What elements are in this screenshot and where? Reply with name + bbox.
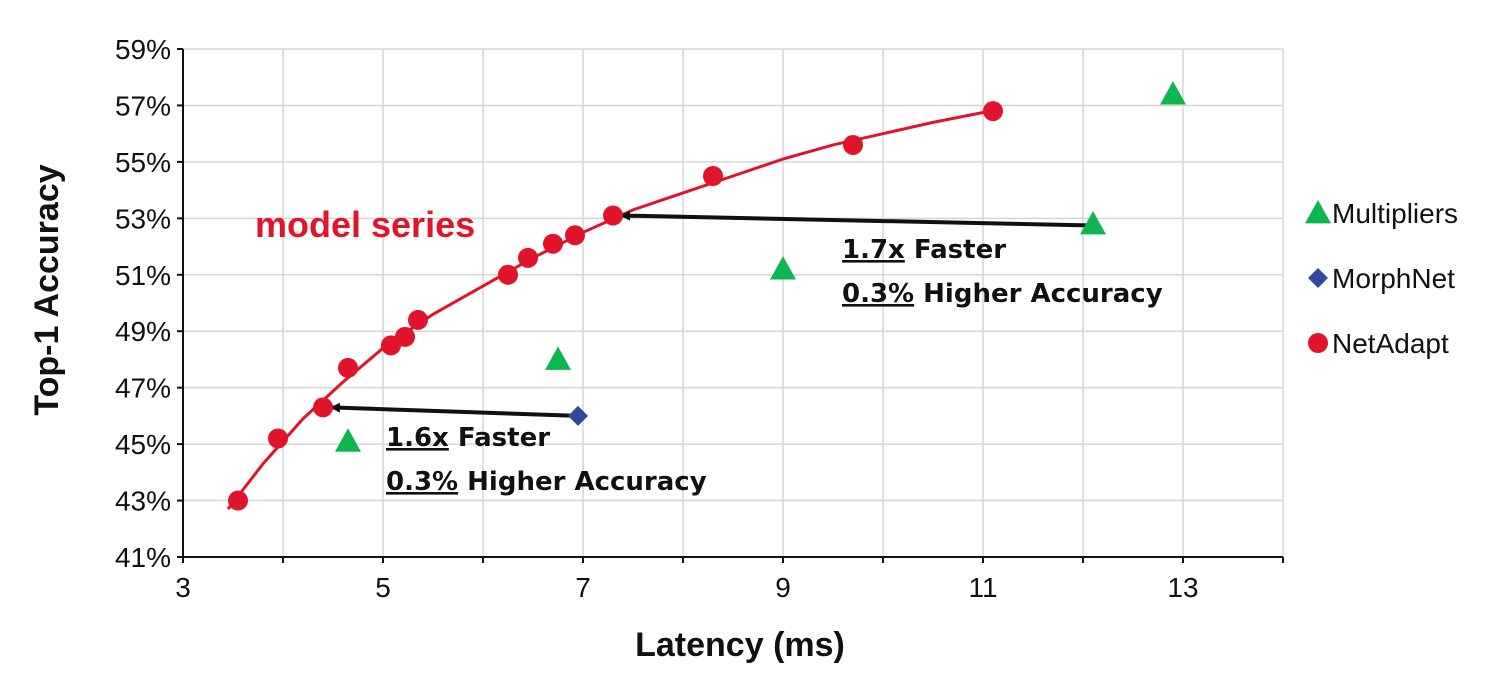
netadapt-point xyxy=(703,166,723,186)
multipliers-point xyxy=(545,346,571,370)
model-series-label: model series xyxy=(255,204,475,245)
annotation-layer: 1.7x Faster 0.3% Higher Accuracy 1.6x Fast… xyxy=(330,210,1163,497)
accuracy-annotation: 0.3% Higher Accuracy xyxy=(842,279,1163,309)
x-tick-label: 13 xyxy=(1167,572,1198,603)
x-tick-label: 5 xyxy=(375,572,391,603)
y-tick-label: 55% xyxy=(115,147,171,178)
legend-marker-netadapt xyxy=(1308,333,1328,353)
netadapt-point xyxy=(518,247,538,268)
y-tick-label: 43% xyxy=(115,486,171,517)
y-tick-label: 51% xyxy=(115,260,171,291)
multipliers-point xyxy=(335,428,361,452)
legend: Multipliers MorphNet NetAdapt xyxy=(1305,198,1458,359)
y-axis-title: Top-1 Accuracy xyxy=(28,164,66,415)
multipliers-point xyxy=(1160,81,1186,105)
speedup-annotation: 1.7x Faster xyxy=(842,235,1006,265)
netadapt-point xyxy=(228,490,248,511)
y-tick-label: 41% xyxy=(115,542,171,573)
y-tick-label: 57% xyxy=(115,90,171,121)
netadapt-point xyxy=(395,326,415,347)
axes: 41% 43% 45% 47% 49% 51% 53% 55% 57% 59% 3 5 7 9 11 13 xyxy=(115,34,1284,603)
x-axis-title: Latency (ms) xyxy=(635,626,845,664)
legend-label-netadapt: NetAdapt xyxy=(1332,328,1449,359)
x-tick-label: 3 xyxy=(175,572,191,603)
accuracy-annotation: 0.3% Higher Accuracy xyxy=(386,467,707,497)
improvement-arrow xyxy=(620,210,1089,228)
netadapt-point xyxy=(565,225,585,246)
legend-label-morphnet: MorphNet xyxy=(1332,263,1455,294)
netadapt-point xyxy=(603,205,623,226)
y-tick-label: 49% xyxy=(115,316,171,347)
morphnet-point xyxy=(568,405,588,426)
y-tick-label: 53% xyxy=(115,203,171,234)
x-tick-label: 7 xyxy=(575,572,591,603)
netadapt-point xyxy=(843,134,863,155)
y-tick-label: 47% xyxy=(115,373,171,404)
netadapt-point xyxy=(408,309,428,330)
legend-marker-multipliers xyxy=(1305,200,1331,224)
y-tick-label: 59% xyxy=(115,34,171,65)
netadapt-point xyxy=(543,233,563,254)
netadapt-point xyxy=(983,101,1003,122)
netadapt-point xyxy=(498,264,518,285)
multipliers-point xyxy=(770,256,796,280)
multipliers-point xyxy=(1080,210,1106,235)
netadapt-point xyxy=(313,397,333,418)
y-tick-label: 45% xyxy=(115,429,171,460)
data-points-layer xyxy=(228,81,1186,511)
x-tick-label: 11 xyxy=(968,572,997,603)
improvement-arrow xyxy=(330,402,579,418)
legend-label-multipliers: Multipliers xyxy=(1332,198,1458,229)
netadapt-point xyxy=(338,357,358,378)
legend-marker-morphnet xyxy=(1308,268,1328,288)
x-tick-label: 9 xyxy=(775,572,791,603)
speedup-annotation: 1.6x Faster xyxy=(386,423,550,453)
netadapt-point xyxy=(268,428,288,449)
